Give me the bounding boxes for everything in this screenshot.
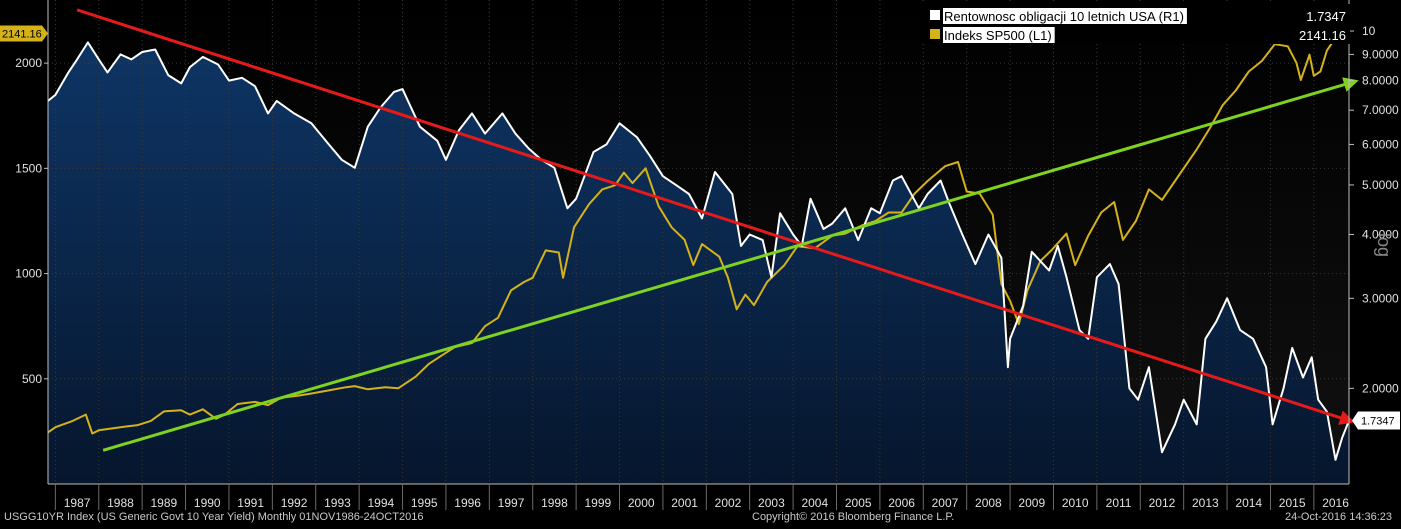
legend: Rentownosc obligacji 10 letnich USA (R1)…: [920, 4, 1350, 44]
grid-layer: [48, 0, 1349, 484]
x-tick-label: 2014: [1235, 496, 1262, 510]
x-tick-label: 2016: [1322, 496, 1349, 510]
x-tick-label: 2006: [888, 496, 915, 510]
right-tick-label: 3.0000: [1362, 291, 1399, 305]
right-tick-label: 8.0000: [1362, 74, 1399, 88]
right-tick-label: 4.0000: [1362, 227, 1399, 241]
x-tick-label: 2008: [975, 496, 1002, 510]
legend-swatch: [930, 29, 940, 39]
x-tick-label: 2010: [1062, 496, 1089, 510]
footer-left: USGG10YR Index (US Generic Govt 10 Year …: [4, 511, 424, 523]
x-tick-label: 2002: [715, 496, 742, 510]
x-tick-label: 2011: [1106, 496, 1132, 510]
right-axis-label: log: [1374, 233, 1394, 257]
x-tick-label: 1987: [64, 496, 91, 510]
x-tick-label: 1993: [324, 496, 351, 510]
red-trend-arrow: [76, 8, 1355, 425]
axes: 1987 1988 1989 1990 1991 1992 1993 1994 1995 1996…: [0, 0, 1400, 510]
trend-arrows: [76, 8, 1359, 452]
x-tick-label: 2013: [1192, 496, 1219, 510]
x-tick-label: 2001: [671, 496, 698, 510]
legend-entry-value: 2141.16: [1299, 28, 1346, 43]
x-tick-label: 1997: [498, 496, 525, 510]
legend-entry-name: Rentownosc obligacji 10 letnich USA (R1): [944, 9, 1184, 24]
x-tick-label: 2004: [801, 496, 828, 510]
left-last-value-text: 2141.16: [2, 28, 42, 40]
x-tick-label: 2012: [1149, 496, 1176, 510]
footer-right: 24-Oct-2016 14:36:23: [1285, 511, 1393, 523]
x-tick-label: 2000: [628, 496, 655, 510]
right-tick-label: 6.0000: [1362, 137, 1399, 151]
yield-area-layer: [48, 42, 1349, 485]
green-trend-arrow: [102, 77, 1359, 452]
x-tick-label: 1992: [281, 496, 308, 510]
x-tick-label: 1994: [367, 496, 394, 510]
legend-entry-value: 1.7347: [1306, 9, 1346, 24]
legend-name-highlight: [943, 8, 1187, 24]
x-tick-label: 1989: [151, 496, 178, 510]
x-tick-label: 1996: [454, 496, 481, 510]
x-tick-label: 2015: [1279, 496, 1306, 510]
x-tick-label: 2003: [758, 496, 785, 510]
left-tick-label: 1500: [15, 161, 42, 175]
right-last-value-badge: [1352, 411, 1400, 430]
legend-entry-name: Indeks SP500 (L1): [944, 28, 1052, 43]
left-tick-label: 2000: [15, 56, 42, 70]
left-tick-label: 1000: [15, 267, 42, 281]
x-tick-label: 2007: [932, 496, 959, 510]
yield-area: [48, 42, 1349, 485]
x-tick-label: 1990: [194, 496, 221, 510]
x-tick-label: 1995: [411, 496, 438, 510]
yield-series-line: [47, 41, 1350, 461]
x-tick-label: 1988: [107, 496, 134, 510]
left-last-value-badge: [0, 25, 48, 42]
right-tick-label: 7.0000: [1362, 103, 1399, 117]
right-tick-label: 9.0000: [1362, 47, 1399, 61]
legend-swatch: [930, 10, 940, 20]
x-tick-label: 2009: [1018, 496, 1045, 510]
x-tick-label: 1991: [237, 496, 264, 510]
x-tick-label: 1999: [584, 496, 611, 510]
x-tick-label: 1998: [541, 496, 568, 510]
right-tick-label: 5.0000: [1362, 178, 1399, 192]
x-tick-label: 2005: [845, 496, 872, 510]
right-tick-label: 10: [1362, 24, 1376, 38]
right-tick-label: 2.0000: [1362, 381, 1399, 395]
right-last-value-text: 1.7347: [1361, 416, 1395, 428]
left-tick-label: 500: [22, 372, 42, 386]
legend-name-highlight: [943, 27, 1055, 43]
footer-center: Copyright© 2016 Bloomberg Finance L.P.: [752, 511, 955, 523]
